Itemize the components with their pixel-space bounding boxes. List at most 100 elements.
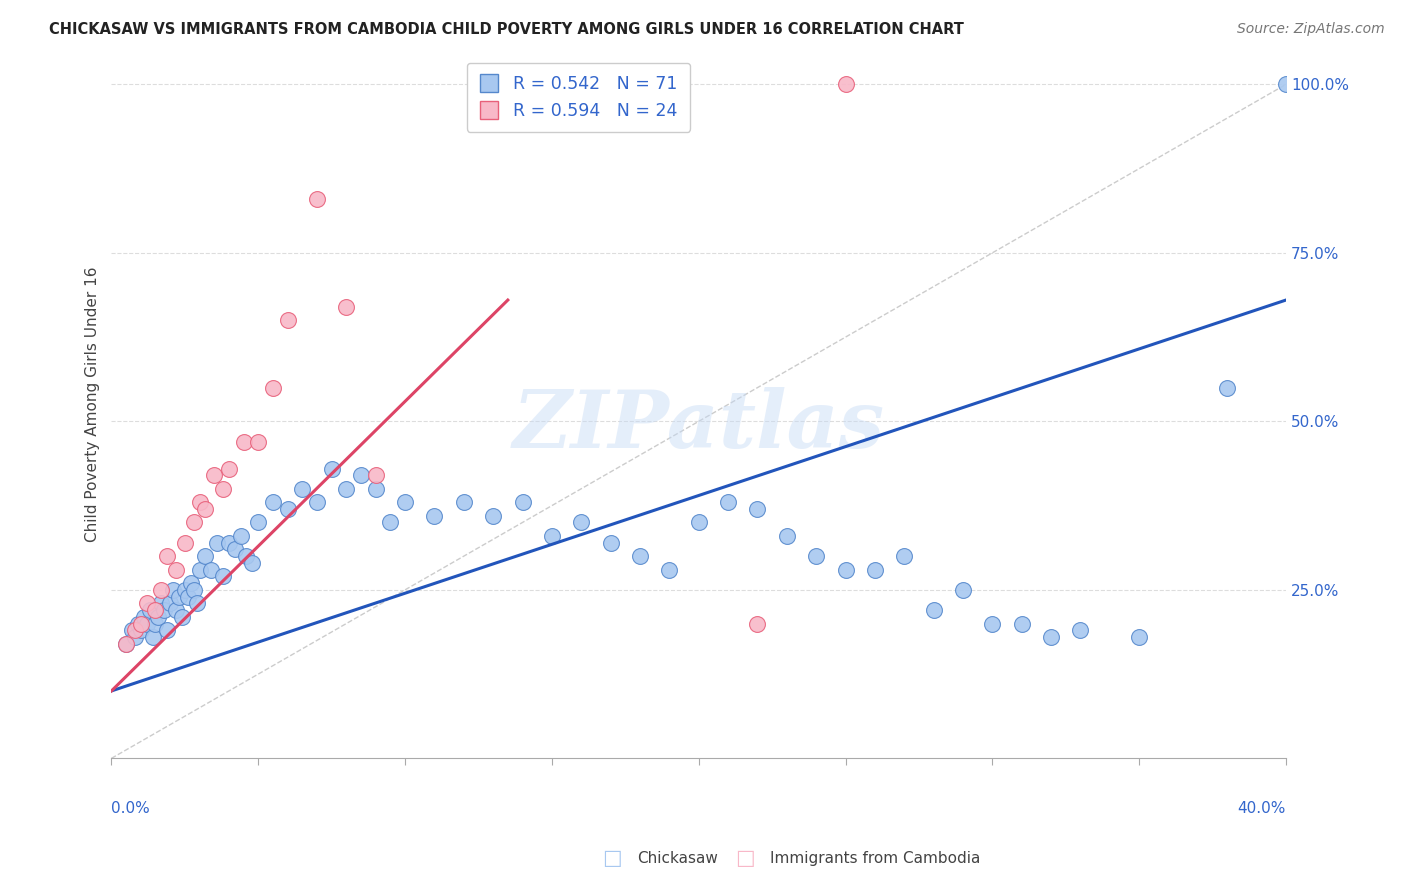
Point (688, 516, 710, 530)
Text: Chickasaw: Chickasaw (637, 851, 718, 865)
Point (132, 609, 155, 624)
Text: Source: ZipAtlas.com: Source: ZipAtlas.com (1237, 22, 1385, 37)
Text: 40.0%: 40.0% (1237, 801, 1286, 816)
Point (150, 596, 173, 610)
Point (156, 624, 179, 638)
Point (453, 495, 475, 509)
Point (277, 502, 299, 516)
Point (177, 590, 200, 604)
Point (129, 624, 152, 638)
Point (121, 624, 143, 638)
Point (232, 434, 254, 449)
Point (188, 495, 211, 509)
Point (229, 529, 252, 543)
Text: CHICKASAW VS IMMIGRANTS FROM CAMBODIA CHILD POVERTY AMONG GIRLS UNDER 16 CORRELA: CHICKASAW VS IMMIGRANTS FROM CAMBODIA CH… (49, 22, 965, 37)
Point (335, 482, 357, 496)
Point (321, 461, 343, 475)
Point (224, 542, 246, 557)
Point (394, 495, 416, 509)
Point (124, 630, 146, 644)
Point (173, 535, 195, 549)
Point (212, 569, 235, 583)
Point (628, 549, 651, 563)
Point (776, 529, 799, 543)
Point (205, 535, 228, 549)
Point (218, 535, 240, 549)
Point (200, 563, 222, 577)
Text: □: □ (735, 848, 755, 868)
Point (893, 549, 915, 563)
Point (863, 563, 886, 577)
Point (173, 582, 195, 597)
Point (1040, 630, 1063, 644)
Point (150, 582, 173, 597)
Point (981, 616, 1004, 631)
Text: □: □ (602, 848, 621, 868)
Point (159, 596, 181, 610)
Point (804, 549, 827, 563)
Point (162, 582, 184, 597)
Point (153, 603, 176, 617)
Point (380, 516, 402, 530)
Point (717, 495, 740, 509)
Point (141, 630, 163, 644)
Point (1069, 624, 1091, 638)
Point (747, 616, 769, 631)
Point (183, 516, 205, 530)
Point (135, 616, 157, 631)
Point (747, 502, 769, 516)
Point (138, 603, 160, 617)
Point (167, 590, 190, 604)
Point (1011, 616, 1033, 631)
Point (127, 616, 149, 631)
Point (247, 516, 270, 530)
Point (482, 508, 505, 523)
Point (1216, 381, 1239, 395)
Point (212, 482, 235, 496)
Point (180, 576, 202, 591)
Point (124, 624, 146, 638)
Point (262, 381, 284, 395)
Text: 0.0%: 0.0% (111, 801, 150, 816)
Point (262, 495, 284, 509)
Point (135, 596, 157, 610)
Text: ZIPatlas: ZIPatlas (513, 387, 884, 465)
Point (247, 434, 270, 449)
Point (240, 556, 263, 570)
Point (183, 582, 205, 597)
Point (148, 609, 170, 624)
Point (658, 563, 681, 577)
Point (512, 495, 534, 509)
Point (115, 637, 138, 651)
Point (291, 482, 314, 496)
Point (541, 529, 564, 543)
Point (188, 563, 211, 577)
Point (156, 549, 179, 563)
Legend: R = 0.542   N = 71, R = 0.594   N = 24: R = 0.542 N = 71, R = 0.594 N = 24 (467, 63, 690, 132)
Point (202, 468, 225, 483)
Point (145, 616, 167, 631)
Point (165, 563, 187, 577)
Point (834, 563, 856, 577)
Point (186, 596, 208, 610)
Point (115, 637, 138, 651)
Point (305, 192, 328, 206)
Point (922, 603, 945, 617)
Point (194, 549, 217, 563)
Point (129, 616, 152, 631)
Point (218, 461, 240, 475)
Point (952, 582, 974, 597)
Point (335, 300, 357, 314)
Point (599, 535, 621, 549)
Point (277, 313, 299, 327)
Point (235, 549, 257, 563)
Point (834, 78, 856, 92)
Y-axis label: Child Poverty Among Girls Under 16: Child Poverty Among Girls Under 16 (86, 267, 100, 542)
Point (364, 468, 387, 483)
Point (165, 603, 187, 617)
Point (1128, 630, 1150, 644)
Point (145, 603, 167, 617)
Point (364, 482, 387, 496)
Point (423, 508, 446, 523)
Point (170, 609, 193, 624)
